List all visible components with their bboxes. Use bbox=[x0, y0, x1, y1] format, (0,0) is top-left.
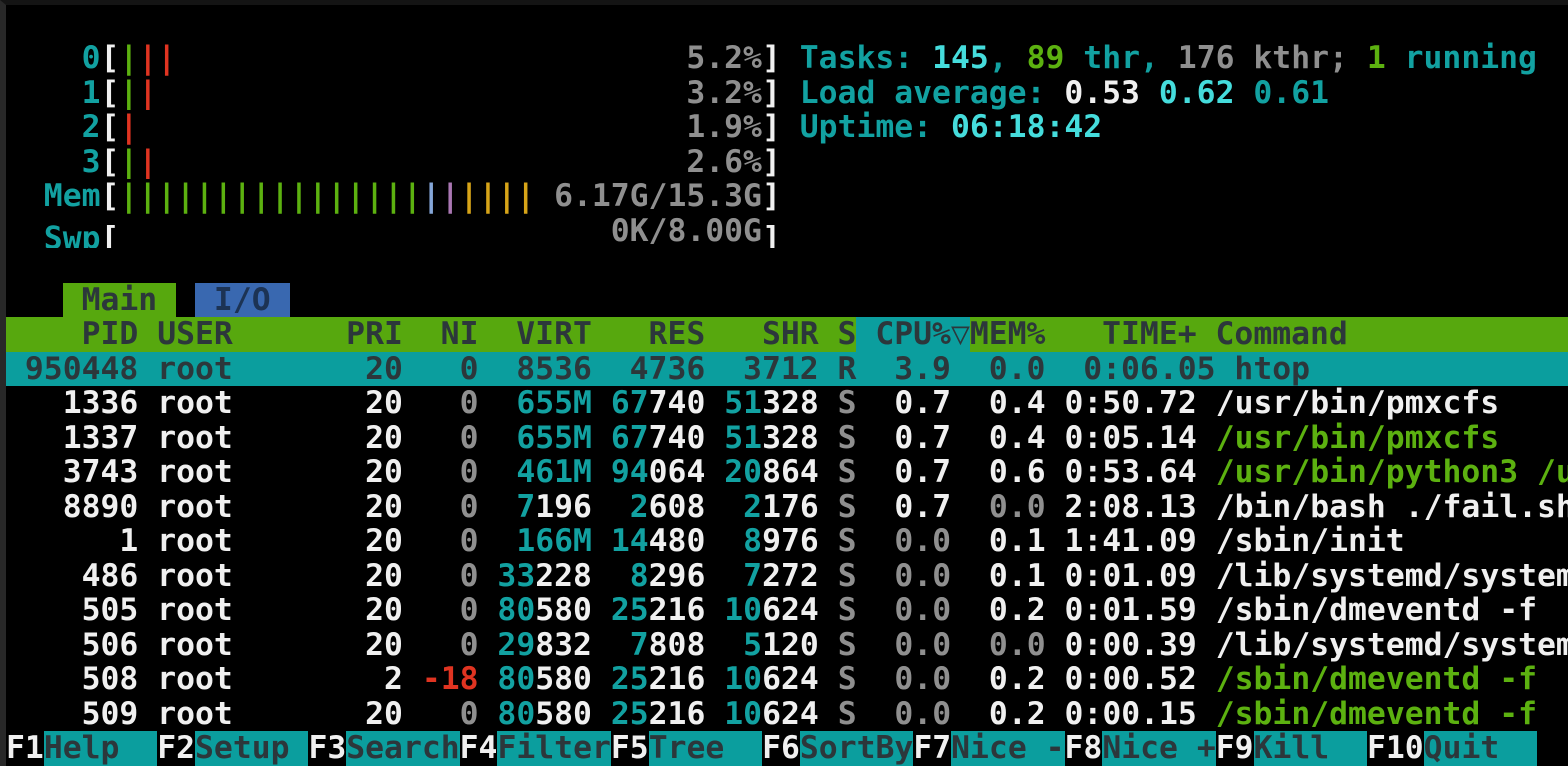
swap-meter: Swp[0K/8.00G] bbox=[6, 213, 781, 249]
tasks-summary: Tasks: 145, 89 thr, 176 kthr; 1 running bbox=[799, 41, 1537, 76]
tab-indent bbox=[6, 283, 63, 318]
process-row[interactable]: 1 root 20 0 166M 14480 8976 S 0.0 0.1 1:… bbox=[6, 524, 1405, 559]
fkey-F4[interactable]: F4Filter bbox=[459, 731, 611, 766]
tab-gap bbox=[176, 283, 195, 318]
process-row[interactable]: 509 root 20 0 80580 25216 10624 S 0.0 0.… bbox=[6, 696, 1538, 731]
cpu-meter-1-bar: || 3.2% bbox=[119, 75, 762, 110]
cpu-meter-3: 3[|| 2.6%] bbox=[6, 144, 781, 179]
function-key-bar: F1Help F2Setup F3SearchF4FilterF5Tree F6… bbox=[6, 731, 1568, 766]
process-row[interactable]: 1336 root 20 0 655M 67740 51328 S 0.7 0.… bbox=[6, 386, 1500, 421]
fkey-F3[interactable]: F3Search bbox=[308, 731, 460, 766]
process-row[interactable]: 508 root 2 -18 80580 25216 10624 S 0.0 0… bbox=[6, 662, 1538, 697]
cpu-meter-2: 2[| 1.9%] Uptime: 06:18:42 bbox=[6, 110, 1103, 145]
cpu-meter-0-bar: ||| 5.2% bbox=[119, 41, 762, 76]
tab-main[interactable]: Main bbox=[62, 282, 177, 317]
system-meters: 0[||| 5.2%] Tasks: 145, 89 thr, 176 kthr;… bbox=[6, 41, 1568, 248]
uptime: Uptime: 06:18:42 bbox=[799, 110, 1103, 145]
process-row-selected[interactable]: 950448 root 20 0 8536 4736 3712 R 3.9 0.… bbox=[6, 351, 1568, 386]
fkey-F7[interactable]: F7Nice - bbox=[913, 731, 1065, 766]
fkey-F2[interactable]: F2Setup bbox=[157, 731, 309, 766]
fkey-F8[interactable]: F8Nice + bbox=[1064, 731, 1216, 766]
cpu-meter-2-bar: | 1.9% bbox=[119, 110, 762, 145]
blank-line bbox=[6, 248, 1568, 283]
process-row[interactable]: 1337 root 20 0 655M 67740 51328 S 0.7 0.… bbox=[6, 420, 1500, 455]
memory-meter-bar: |||||||||||||||||||||| 6.17G/15.3G bbox=[119, 179, 762, 214]
process-row[interactable]: 486 root 20 0 33228 8296 7272 S 0.0 0.1 … bbox=[6, 558, 1568, 593]
table-header[interactable]: PID USER PRI NI VIRT RES SHR S CPU%▽MEM%… bbox=[6, 317, 1568, 352]
fkey-F6[interactable]: F6SortBy bbox=[762, 731, 914, 766]
cpu-meter-1: 1[|| 3.2%] Load average: 0.53 0.62 0.61 bbox=[6, 75, 1329, 110]
cpu-meter-0: 0[||| 5.2%] Tasks: 145, 89 thr, 176 kthr;… bbox=[6, 41, 1537, 76]
fkey-F10[interactable]: F10Quit bbox=[1366, 731, 1538, 766]
process-row[interactable]: 506 root 20 0 29832 7808 5120 S 0.0 0.0 … bbox=[6, 627, 1568, 662]
load-average: Load average: 0.53 0.62 0.61 bbox=[799, 75, 1329, 110]
swap-meter-bar: 0K/8.00G bbox=[610, 213, 762, 248]
process-row[interactable]: 8890 root 20 0 7196 2608 2176 S 0.7 0.0 … bbox=[6, 489, 1568, 524]
cpu-meter-3-bar: || 2.6% bbox=[119, 144, 762, 179]
fkey-F1[interactable]: F1Help bbox=[6, 731, 158, 766]
screen-tabs: Main I/O bbox=[6, 282, 1568, 318]
process-row[interactable]: 3743 root 20 0 461M 94064 20864 S 0.7 0.… bbox=[6, 455, 1568, 490]
process-row[interactable]: 505 root 20 0 80580 25216 10624 S 0.0 0.… bbox=[6, 593, 1538, 628]
fkey-F5[interactable]: F5Tree bbox=[610, 731, 763, 766]
process-list: 950448 root 20 0 8536 4736 3712 R 3.9 0.… bbox=[6, 351, 1568, 732]
memory-meter: Mem[|||||||||||||||||||||| 6.17G/15.3G] bbox=[6, 179, 781, 214]
fkey-F9[interactable]: F9Kill bbox=[1215, 731, 1367, 766]
tab-io[interactable]: I/O bbox=[195, 282, 290, 317]
